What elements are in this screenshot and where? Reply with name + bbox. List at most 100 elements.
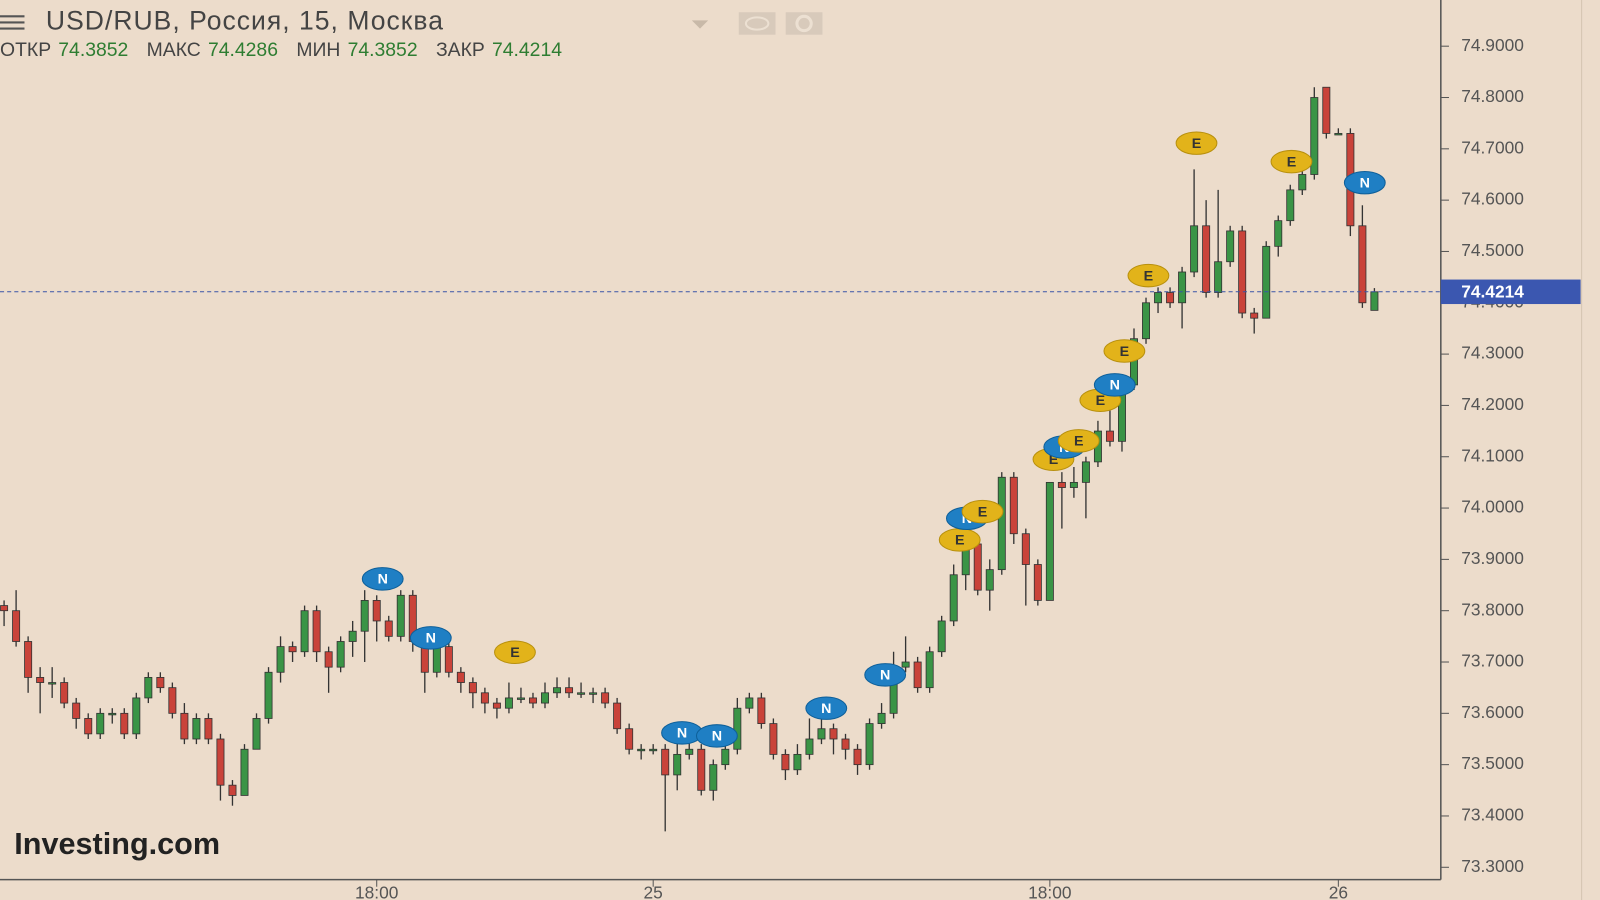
- candle-body: [985, 569, 994, 591]
- candle-body: [673, 753, 682, 776]
- candle-body: [853, 748, 862, 766]
- candle-body: [877, 712, 886, 725]
- menu-icon[interactable]: [0, 15, 25, 30]
- candle-body: [817, 728, 826, 740]
- candle-body: [841, 738, 850, 750]
- candle-body: [589, 692, 598, 695]
- ohlc-info: ОТКР 74.3852 МАКС 74.4286 МИН 74.3852 ЗАКР 74.4…: [0, 39, 562, 61]
- candle-body: [745, 697, 754, 709]
- candle-body: [1009, 476, 1018, 535]
- info-value: 74.4286: [208, 39, 278, 61]
- y-tick-label: 74.5000: [1461, 240, 1524, 260]
- candle-body: [12, 610, 21, 642]
- event-badge: [805, 696, 848, 720]
- candle-body: [1202, 225, 1211, 293]
- candle-body: [781, 753, 790, 771]
- candle-body: [1298, 174, 1307, 191]
- candle-body: [0, 605, 9, 612]
- last-price-box: [1440, 279, 1581, 305]
- candle-body: [625, 728, 634, 750]
- eye-button[interactable]: [738, 12, 776, 35]
- y-tick-label: 73.4000: [1461, 805, 1524, 825]
- candle-body: [60, 682, 69, 704]
- candle-body: [480, 692, 489, 704]
- candle-body: [192, 718, 201, 740]
- candle-body: [1142, 302, 1150, 340]
- candle-body: [516, 697, 525, 700]
- candle-body: [1214, 261, 1223, 293]
- event-badge: [361, 567, 404, 591]
- event-badge: [1343, 170, 1386, 195]
- candle-body: [865, 723, 874, 766]
- event-label: N: [821, 701, 831, 717]
- y-tick-label: 74.7000: [1461, 137, 1524, 157]
- info-label: МИН: [296, 39, 340, 61]
- candle-body: [937, 620, 946, 653]
- candle-body: [925, 651, 934, 689]
- candle-body: [72, 702, 81, 719]
- x-tick-label: 25: [644, 882, 663, 900]
- candle-body: [637, 748, 646, 752]
- candle-body: [252, 718, 261, 750]
- candle-body: [541, 692, 549, 704]
- candle-body: [733, 707, 742, 750]
- candle-body: [709, 764, 718, 791]
- event-label: E: [510, 645, 520, 661]
- event-badge: [1270, 149, 1313, 174]
- event-badge: [1103, 339, 1146, 363]
- candle-body: [120, 712, 129, 735]
- candle-body: [601, 692, 610, 704]
- event-label: E: [955, 533, 965, 549]
- candle-body: [829, 728, 838, 740]
- event-badge: [961, 499, 1004, 524]
- candle-body: [1045, 481, 1054, 601]
- event-label: E: [1049, 452, 1059, 468]
- event-badge: [864, 663, 907, 687]
- candle-body: [1322, 86, 1331, 134]
- x-tick-label: 26: [1329, 882, 1348, 900]
- event-label: E: [1120, 344, 1130, 360]
- settings-button[interactable]: [785, 12, 823, 35]
- event-label: N: [1360, 175, 1370, 191]
- event-badge: [494, 640, 536, 664]
- candle-body: [577, 692, 586, 695]
- candle-body: [805, 738, 814, 755]
- candle-body: [324, 651, 333, 668]
- candle-body: [1081, 461, 1090, 483]
- candle-body: [793, 753, 802, 771]
- candle-body: [1358, 225, 1367, 304]
- candle-body: [769, 723, 778, 755]
- candle-body: [1274, 220, 1283, 247]
- candle-body: [1310, 97, 1319, 175]
- candle-body: [529, 697, 537, 704]
- gear-icon: [795, 14, 813, 33]
- candle-body: [1057, 481, 1066, 488]
- candle-body: [661, 748, 670, 776]
- candle-body: [48, 682, 57, 685]
- candle-body: [156, 676, 165, 689]
- candle-body: [384, 620, 393, 637]
- y-tick-label: 74.8000: [1461, 86, 1524, 106]
- eye-icon: [744, 16, 770, 31]
- y-tick-label: 74.6000: [1461, 189, 1524, 209]
- candle-body: [144, 676, 153, 699]
- candle-body: [1238, 230, 1247, 314]
- watermark: Investing.com: [14, 827, 220, 861]
- candle-body: [1370, 291, 1379, 311]
- y-tick-label: 74.3000: [1461, 343, 1524, 363]
- y-tick-label: 74.2000: [1461, 394, 1524, 414]
- info-label: ОТКР: [0, 39, 51, 61]
- candle-body: [24, 641, 33, 678]
- event-label: E: [1192, 136, 1202, 152]
- candle-body: [336, 641, 345, 668]
- x-tick-label: 18:00: [355, 882, 398, 900]
- candle-body: [1334, 133, 1343, 136]
- event-label: E: [1144, 268, 1154, 284]
- info-value: 74.4214: [492, 39, 562, 61]
- candle-body: [36, 676, 45, 683]
- candle-body: [973, 543, 982, 591]
- dropdown-arrow[interactable]: [691, 20, 709, 29]
- candle-body: [300, 610, 309, 653]
- event-badge: [695, 724, 738, 748]
